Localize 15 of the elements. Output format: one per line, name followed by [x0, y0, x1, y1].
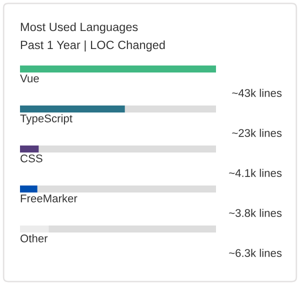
data-label: ~23k lines: [232, 128, 282, 137]
chart-title: Most Used Languages: [20, 22, 138, 34]
y-tick-label: Vue: [20, 74, 39, 82]
y-tick-label: Other: [20, 234, 48, 242]
chart-subtitle: Past 1 Year | LOC Changed: [20, 40, 165, 52]
y-tick-label: FreeMarker: [20, 194, 78, 202]
bar: [20, 146, 39, 152]
y-tick-label: CSS: [20, 154, 42, 162]
bar: [20, 186, 38, 192]
y-tick-label: TypeScript: [20, 114, 72, 125]
bar: [20, 226, 49, 232]
data-label: ~6.3k lines: [229, 248, 282, 257]
data-label: ~3.8k lines: [229, 208, 282, 217]
data-label: ~43k lines: [232, 88, 282, 97]
data-label: ~4.1k lines: [229, 168, 282, 177]
